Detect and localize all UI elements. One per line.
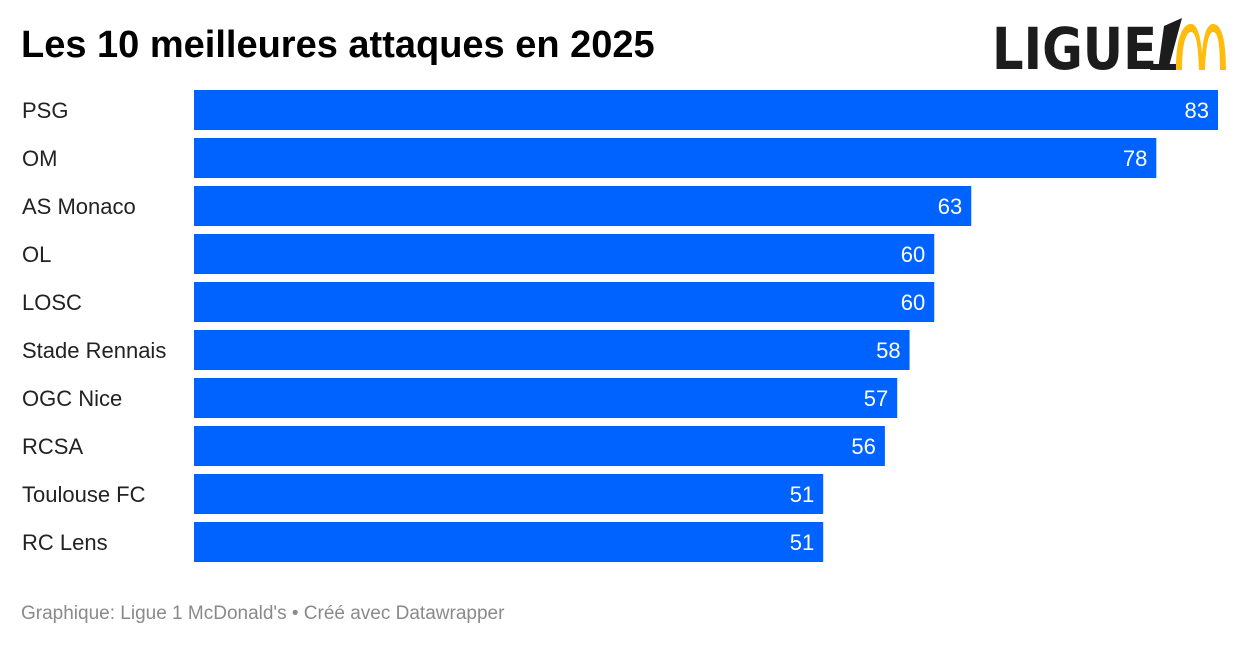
value-label: 63 — [938, 194, 962, 219]
value-label: 60 — [901, 242, 925, 267]
chart-title: Les 10 meilleures attaques en 2025 — [21, 24, 655, 66]
bar — [194, 426, 885, 466]
bar — [194, 522, 824, 562]
category-label: PSG — [22, 98, 68, 123]
ligue1-mcdonalds-logo: LIGUE — [992, 14, 1232, 83]
category-label: AS Monaco — [22, 194, 136, 219]
value-label: 56 — [851, 434, 875, 459]
category-label: RCSA — [22, 434, 83, 459]
svg-text:LIGUE: LIGUE — [992, 15, 1157, 74]
bar — [194, 282, 935, 322]
chart-footer: Graphique: Ligue 1 McDonald's • Créé ave… — [21, 603, 505, 624]
value-label: 78 — [1123, 146, 1147, 171]
bar — [194, 186, 972, 226]
bar — [194, 474, 824, 514]
bar — [194, 138, 1157, 178]
value-label: 51 — [790, 482, 814, 507]
bar — [194, 90, 1218, 130]
category-label: LOSC — [22, 290, 82, 315]
value-label: 83 — [1185, 98, 1209, 123]
value-label: 57 — [864, 386, 888, 411]
value-label: 58 — [876, 338, 900, 363]
bar-chart: PSG 83 OM 78 AS Monaco 63 OL 60 LOSC 60 Stade Renn… — [22, 90, 1218, 562]
category-label: OGC Nice — [22, 386, 122, 411]
category-label: RC Lens — [22, 530, 108, 555]
bar — [194, 378, 898, 418]
value-label: 60 — [901, 290, 925, 315]
logo-graphic: LIGUE — [992, 15, 1226, 83]
category-label: Stade Rennais — [22, 338, 166, 363]
category-label: OM — [22, 146, 57, 171]
value-label: 51 — [790, 530, 814, 555]
bar — [194, 330, 910, 370]
bar — [194, 234, 935, 274]
category-label: Toulouse FC — [22, 482, 146, 507]
category-label: OL — [22, 242, 51, 267]
